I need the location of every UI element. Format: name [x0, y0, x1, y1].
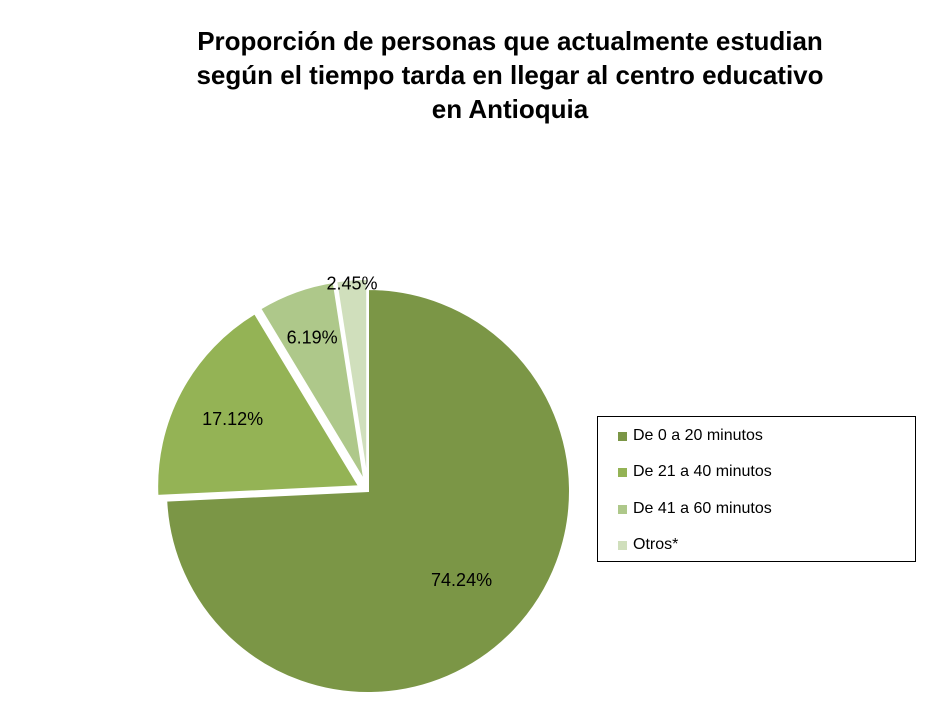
pie-slice — [335, 278, 369, 482]
pie-slice — [258, 280, 366, 483]
legend-label: De 21 a 40 minutos — [633, 463, 772, 480]
legend-item: De 41 a 60 minutos — [618, 499, 772, 519]
legend-label: Otros* — [633, 536, 679, 553]
pie-slices — [156, 278, 571, 694]
legend-swatch — [618, 540, 627, 550]
slice-data-label: 17.12% — [202, 409, 263, 429]
chart-title-line: en Antioquia — [431, 94, 589, 124]
slice-data-label: 74.24% — [431, 570, 492, 590]
legend-item: De 0 a 20 minutos — [618, 426, 763, 446]
pie-labels: 74.24% 17.12% 6.19% 2.45% — [202, 274, 492, 591]
legend-item: Otros* — [618, 535, 678, 555]
chart-title-line: según el tiempo tarda en llegar al centr… — [196, 60, 824, 90]
slice-data-label: 2.45% — [326, 274, 377, 294]
pie-slice — [156, 311, 361, 497]
chart-title-line: Proporción de personas que actualmente e… — [197, 26, 823, 56]
slice-data-label: 6.19% — [287, 327, 338, 347]
legend-swatch — [618, 431, 627, 441]
legend-swatch — [618, 504, 627, 514]
chart-title: Proporción de personas que actualmente e… — [100, 24, 920, 126]
pie-slice — [165, 287, 571, 694]
legend-label: De 41 a 60 minutos — [633, 500, 772, 517]
legend-item: De 21 a 40 minutos — [618, 462, 772, 482]
legend-swatch — [618, 467, 627, 477]
legend-label: De 0 a 20 minutos — [633, 427, 763, 444]
chart-legend: De 0 a 20 minutos De 21 a 40 minutos De … — [597, 416, 916, 562]
